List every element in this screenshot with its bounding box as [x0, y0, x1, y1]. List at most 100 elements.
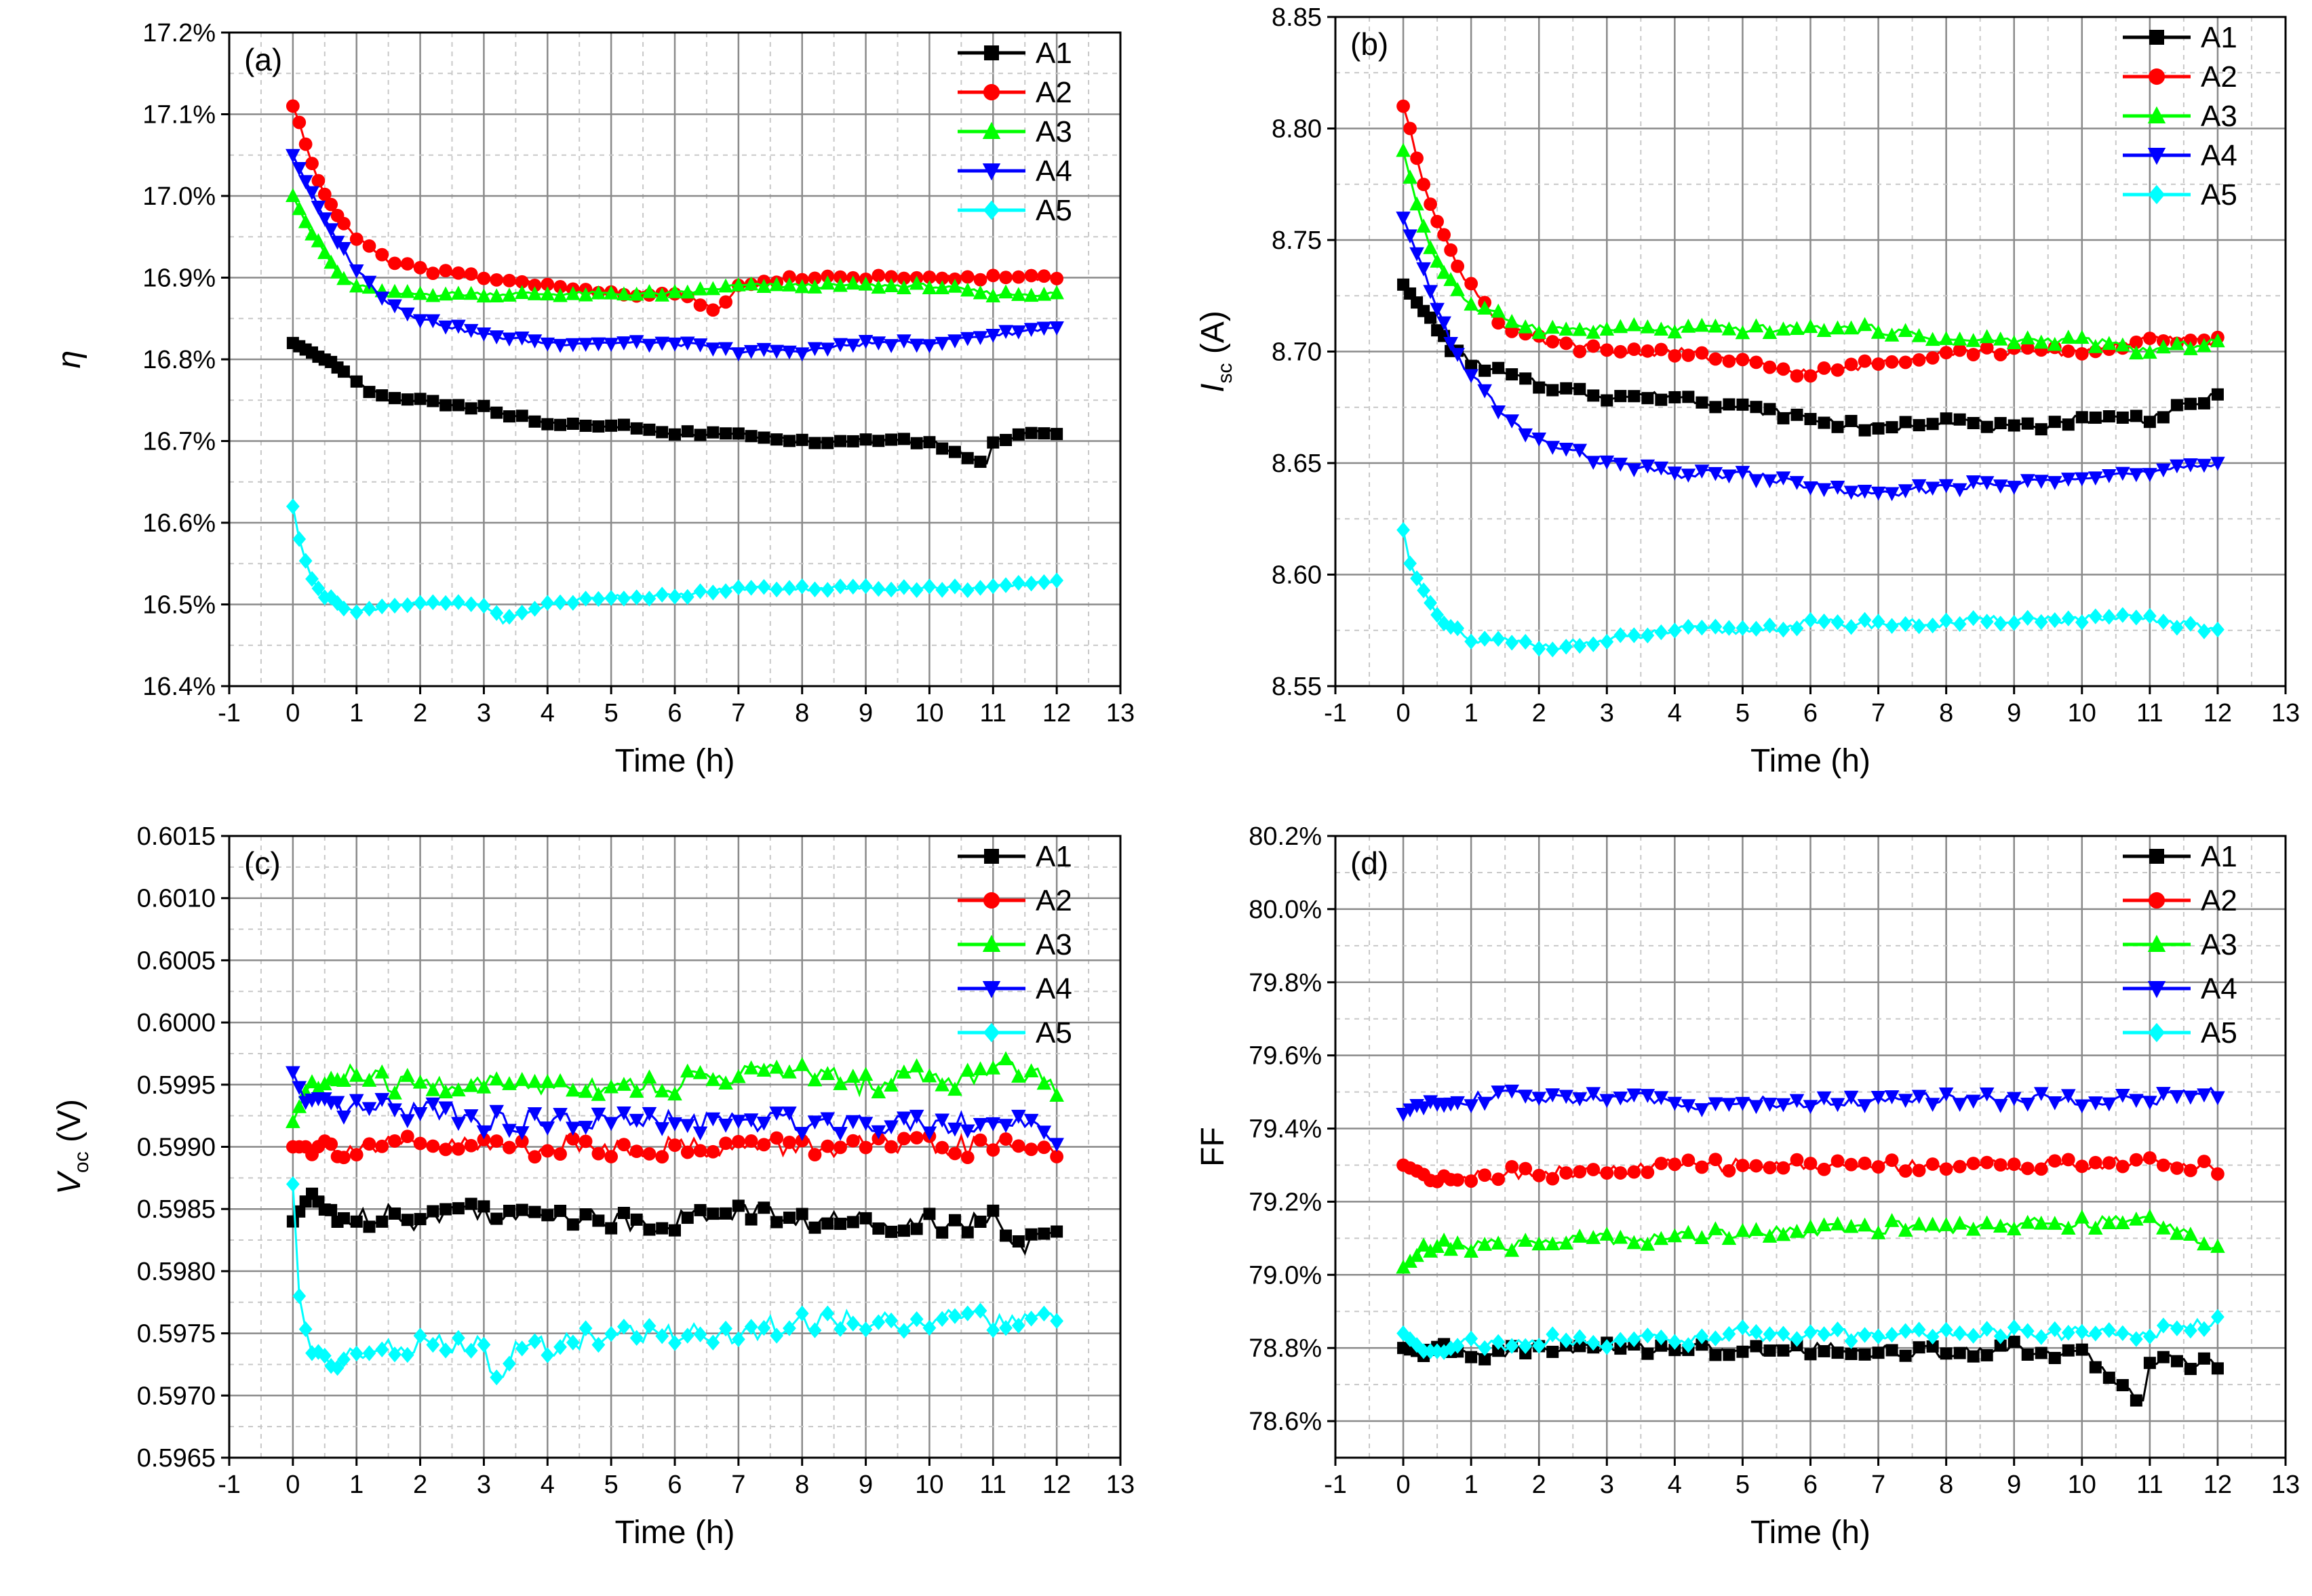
- data-point: [2033, 1087, 2049, 1102]
- series-A1: [286, 1187, 1063, 1256]
- data-point: [1940, 412, 1953, 425]
- legend-item-A1: A1: [958, 37, 1072, 70]
- data-point: [769, 1106, 784, 1121]
- data-point: [846, 1216, 859, 1229]
- data-point: [1654, 624, 1668, 641]
- data-point: [2006, 1092, 2022, 1106]
- data-point: [2170, 620, 2184, 636]
- data-point: [1655, 1339, 1668, 1352]
- data-point: [374, 1093, 390, 1107]
- data-point: [1477, 300, 1492, 315]
- data-point: [2197, 1321, 2211, 1338]
- data-point: [1613, 1166, 1628, 1180]
- data-point: [1559, 1235, 1574, 1250]
- data-point: [846, 338, 861, 353]
- data-point: [1843, 1218, 1859, 1233]
- data-point: [1038, 427, 1051, 440]
- data-point: [1037, 1305, 1051, 1322]
- data-point: [1980, 1349, 1993, 1361]
- data-point: [629, 335, 644, 349]
- data-point: [1858, 1327, 1872, 1343]
- data-point: [2088, 608, 2102, 624]
- data-point: [884, 270, 899, 284]
- legend-marker: [983, 83, 1000, 101]
- data-point: [643, 423, 656, 436]
- data-point: [1925, 332, 1940, 346]
- data-point: [2197, 1236, 2212, 1251]
- legend-item-A1: A1: [958, 840, 1072, 873]
- data-point: [617, 591, 631, 607]
- data-point: [451, 319, 466, 334]
- data-point: [553, 1147, 567, 1161]
- data-point: [464, 1342, 478, 1359]
- data-point: [1478, 1340, 1492, 1357]
- data-point: [1464, 1099, 1478, 1113]
- data-point: [834, 270, 847, 284]
- data-point: [1938, 479, 1954, 494]
- data-point: [1735, 1096, 1750, 1111]
- data-point: [324, 1137, 338, 1151]
- data-point: [783, 1136, 796, 1149]
- data-point: [1804, 1348, 1817, 1361]
- data-point: [973, 1061, 988, 1075]
- data-point: [1965, 333, 1981, 347]
- legend-label: A5: [2201, 1016, 2237, 1050]
- data-point: [1600, 343, 1614, 357]
- x-tick-label: 2: [413, 1471, 427, 1499]
- data-point: [680, 1063, 695, 1078]
- data-point: [2033, 334, 2049, 349]
- data-point: [769, 277, 784, 292]
- data-point: [985, 288, 1001, 302]
- data-point: [973, 580, 987, 596]
- data-point: [834, 435, 847, 447]
- data-point: [1748, 318, 1764, 333]
- data-point: [541, 595, 555, 611]
- data-point: [465, 1197, 477, 1210]
- data-point: [1952, 1215, 1967, 1230]
- data-point: [325, 1203, 338, 1216]
- data-point: [1667, 1096, 1683, 1111]
- data-point: [592, 1214, 605, 1227]
- data-point: [1925, 1098, 1940, 1112]
- x-tick-label: 7: [1871, 1471, 1885, 1499]
- data-point: [311, 1344, 326, 1360]
- data-point: [1506, 368, 1519, 381]
- data-point: [1430, 253, 1445, 268]
- x-tick-label: 9: [859, 1471, 873, 1499]
- data-point: [286, 1176, 300, 1193]
- data-point: [616, 336, 631, 351]
- data-point: [349, 232, 364, 246]
- series-group: [1396, 99, 2225, 658]
- data-point: [1559, 321, 1574, 336]
- series-A3: [1396, 142, 2225, 360]
- x-axis-label: Time (h): [1750, 1515, 1870, 1551]
- data-point: [1000, 1229, 1013, 1242]
- series-A4: [286, 148, 1064, 362]
- y-axis-label: FF: [1195, 1127, 1231, 1167]
- legend-label: A1: [1036, 840, 1072, 873]
- data-point: [2088, 1096, 2103, 1111]
- data-point: [1803, 1324, 1818, 1340]
- data-point: [1437, 228, 1451, 242]
- data-point: [719, 583, 732, 599]
- data-point: [1694, 464, 1710, 479]
- data-point: [1531, 325, 1547, 339]
- data-point: [1694, 317, 1710, 332]
- data-point: [1681, 1099, 1696, 1114]
- legend-label: A4: [2201, 139, 2237, 172]
- legend: A1 A2 A3 A4 A5: [958, 37, 1072, 227]
- data-point: [1816, 323, 1832, 337]
- data-point: [527, 286, 543, 300]
- data-point: [2170, 459, 2184, 474]
- data-point: [2130, 410, 2142, 422]
- data-point: [1505, 324, 1519, 338]
- data-point: [2115, 607, 2130, 623]
- x-tick-label: 4: [1668, 1471, 1682, 1499]
- data-point: [305, 571, 319, 587]
- data-point: [337, 1151, 351, 1165]
- data-point: [732, 427, 745, 440]
- data-point: [349, 1067, 364, 1082]
- legend-label: A3: [2201, 100, 2237, 133]
- data-point: [438, 320, 453, 335]
- data-point: [884, 339, 899, 353]
